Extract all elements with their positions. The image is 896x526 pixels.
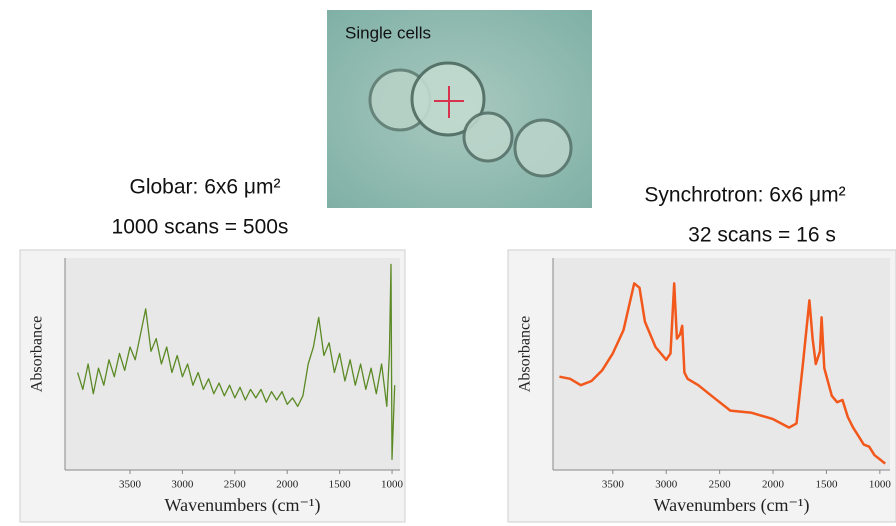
x-tick-label: 3500: [119, 479, 142, 491]
x-axis-label: Wavenumbers (cm⁻¹): [165, 495, 321, 516]
x-axis-label: Wavenumbers (cm⁻¹): [654, 495, 810, 516]
x-tick-label: 1000: [381, 479, 404, 491]
chart-title: Synchrotron: 6x6 μm²: [644, 184, 845, 207]
x-tick-label: 2500: [224, 479, 247, 491]
page: {"image": {"label": "Single cells"}, "ch…: [0, 0, 896, 526]
x-tick-label: 1500: [815, 479, 838, 491]
chart-subtitle: 32 scans = 16 s: [688, 224, 836, 247]
chart-title: Globar: 6x6 μm²: [130, 176, 281, 199]
x-tick-label: 3500: [602, 479, 625, 491]
x-tick-label: 2000: [762, 479, 785, 491]
x-tick-label: 3000: [171, 479, 194, 491]
x-tick-label: 3000: [655, 479, 678, 491]
x-tick-label: 1500: [329, 479, 352, 491]
plot-area: [65, 258, 400, 470]
plot-area: [553, 258, 890, 470]
y-axis-label: Absorbance: [29, 316, 46, 392]
x-tick-label: 2000: [276, 479, 299, 491]
photo-label: Single cells: [345, 23, 431, 42]
chart-subtitle: 1000 scans = 500s: [112, 216, 289, 239]
y-axis-label: Absorbance: [517, 316, 534, 392]
cell-photo: Single cells: [327, 10, 592, 208]
x-tick-label: 1000: [869, 479, 892, 491]
slide: Single cells Globar: 6x6 μm² 1000 scans =…: [0, 0, 896, 526]
x-tick-label: 2500: [709, 479, 732, 491]
